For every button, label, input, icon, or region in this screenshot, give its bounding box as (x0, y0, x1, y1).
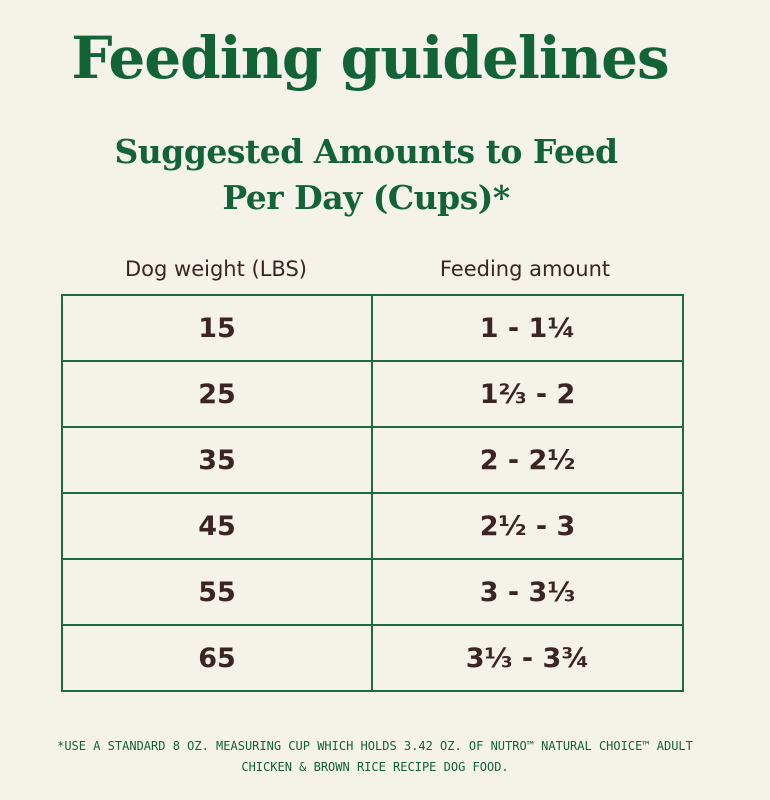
table-row: 35 2 - 2½ (61, 426, 684, 494)
dog-weight-cell: 35 (61, 426, 373, 494)
footnote-line-2: CHICKEN & BROWN RICE RECIPE DOG FOOD. (241, 760, 509, 774)
feeding-amount-cell: 3 - 3⅓ (371, 558, 684, 626)
feeding-amount-cell: 1 - 1¼ (371, 294, 684, 362)
dog-weight-cell: 55 (61, 558, 373, 626)
feeding-amount-cell: 3⅓ - 3¾ (371, 624, 684, 692)
feeding-amount-cell: 2½ - 3 (371, 492, 684, 560)
feeding-amount-cell: 1⅔ - 2 (371, 360, 684, 428)
table-row: 55 3 - 3⅓ (61, 558, 684, 626)
dog-weight-cell: 45 (61, 492, 373, 560)
dog-weight-cell: 15 (61, 294, 373, 362)
dog-weight-cell: 25 (61, 360, 373, 428)
footnote-line-1: *USE A STANDARD 8 OZ. MEASURING CUP WHIC… (57, 739, 693, 753)
dog-weight-cell: 65 (61, 624, 373, 692)
table-row: 65 3⅓ - 3¾ (61, 624, 684, 692)
subtitle-line-1: Suggested Amounts to Feed (114, 132, 618, 171)
table-row: 45 2½ - 3 (61, 492, 684, 560)
feeding-amount-cell: 2 - 2½ (371, 426, 684, 494)
feeding-table: 15 1 - 1¼ 25 1⅔ - 2 35 2 - 2½ 45 2½ - 3 … (61, 294, 684, 692)
table-row: 15 1 - 1¼ (61, 294, 684, 362)
column-header-dog-weight: Dog weight (LBS) (125, 257, 307, 281)
table-row: 25 1⅔ - 2 (61, 360, 684, 428)
subtitle-line-2: Per Day (Cups)* (222, 178, 510, 217)
column-header-feeding-amount: Feeding amount (439, 257, 611, 281)
page-title: Feeding guidelines (71, 24, 669, 92)
